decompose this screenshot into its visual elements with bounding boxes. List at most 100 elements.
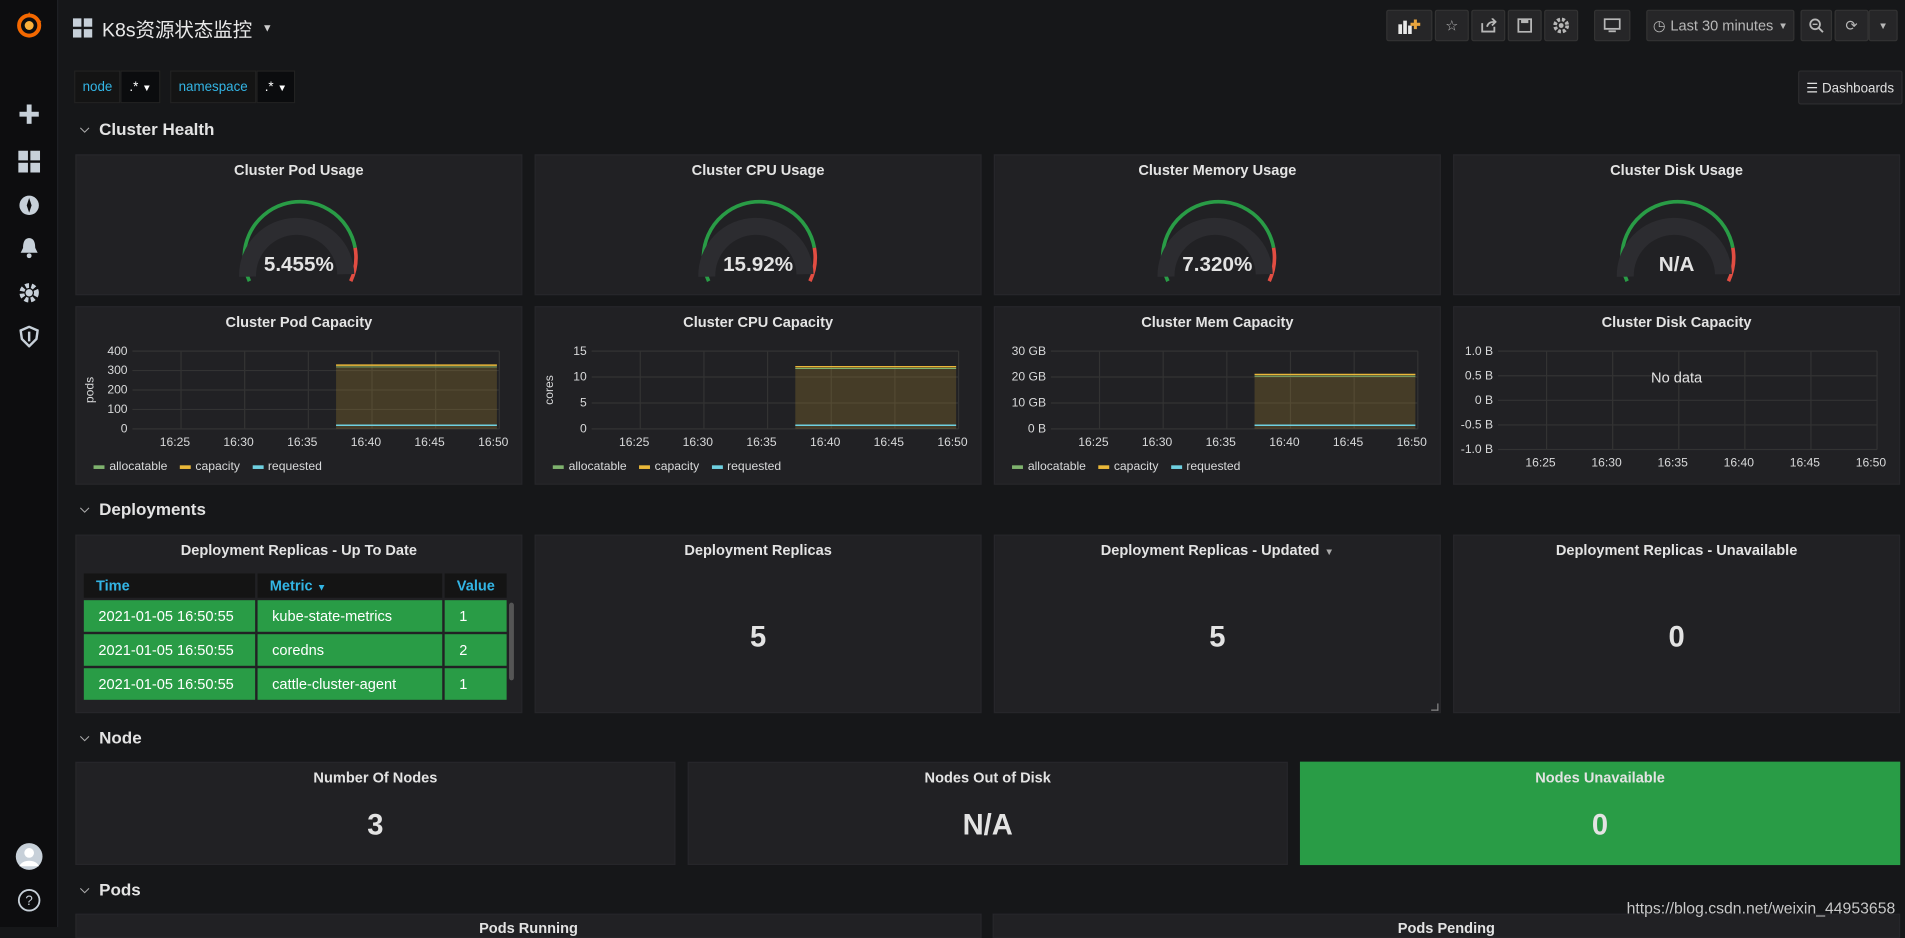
grafana-logo-icon[interactable] xyxy=(15,11,44,40)
variable-namespace[interactable]: namespace .* ▼ xyxy=(170,70,296,104)
chevron-down-icon: ⌵ xyxy=(80,882,90,897)
row-cluster-health[interactable]: ⌵ Cluster Health xyxy=(80,119,214,138)
star-button[interactable]: ☆ xyxy=(1434,9,1469,42)
dashboard-title[interactable]: K8s资源状态监控 ▼ xyxy=(72,13,273,42)
legend-item[interactable]: requested xyxy=(1170,460,1240,474)
panel-gauge-1: Cluster CPU Usage 15.92% xyxy=(534,154,982,296)
legend-item[interactable]: requested xyxy=(711,460,781,474)
x-tick-label: 16:50 xyxy=(1856,456,1887,470)
settings-button[interactable] xyxy=(1544,9,1579,42)
panel-resize-handle[interactable] xyxy=(1431,703,1439,711)
settings-gear-icon xyxy=(1553,17,1570,34)
y-tick-label: 0.5 B xyxy=(1465,368,1493,382)
legend-item[interactable]: allocatable xyxy=(552,460,627,474)
legend-item[interactable]: allocatable xyxy=(1012,460,1086,474)
dashboards-link-button[interactable]: ☰ Dashboards xyxy=(1797,70,1903,105)
column-header-metric[interactable]: Metric ▼ xyxy=(257,573,443,598)
legend-label: allocatable xyxy=(109,460,168,474)
x-tick-label: 16:30 xyxy=(223,435,254,449)
panel-title: Cluster Disk Usage xyxy=(1610,161,1744,179)
panel-title: Cluster Disk Capacity xyxy=(1601,313,1752,331)
column-header-value[interactable]: Value xyxy=(444,573,508,598)
refresh-interval-dropdown[interactable]: ▼ xyxy=(1868,9,1898,42)
panel-title: Deployment Replicas - Updated ▼ xyxy=(995,542,1440,559)
x-tick-label: 16:45 xyxy=(1790,456,1821,470)
save-button[interactable] xyxy=(1507,9,1542,42)
time-range-picker[interactable]: ◷ Last 30 minutes ▼ xyxy=(1646,9,1795,42)
variable-node[interactable]: node .* ▼ xyxy=(74,70,161,104)
clock-icon: ◷ xyxy=(1652,17,1666,35)
svg-text:?: ? xyxy=(25,893,32,908)
gauge-dial xyxy=(1616,199,1736,282)
legend-label: allocatable xyxy=(568,460,627,474)
add-panel-button[interactable] xyxy=(1386,9,1433,42)
column-header-time[interactable]: Time xyxy=(83,573,256,598)
table-row: 2021-01-05 16:50:55 kube-state-metrics 1 xyxy=(83,600,508,632)
legend-label: requested xyxy=(267,460,322,474)
legend-swatch xyxy=(252,465,264,469)
watermark: https://blog.csdn.net/weixin_44953658 xyxy=(1626,899,1896,918)
y-tick-label: 0 xyxy=(121,422,128,436)
legend-swatch xyxy=(711,465,723,469)
alerting-bell-icon[interactable] xyxy=(15,233,44,262)
stat-value: 0 xyxy=(1668,620,1685,654)
refresh-button[interactable]: ⟳ xyxy=(1834,9,1869,42)
caret-down-icon: ▼ xyxy=(142,82,152,94)
legend-item[interactable]: allocatable xyxy=(93,460,168,474)
chevron-down-icon: ⌵ xyxy=(80,502,90,516)
legend-item[interactable]: capacity xyxy=(179,460,240,474)
row-pods[interactable]: ⌵ Pods xyxy=(80,880,141,899)
y-tick-label: 100 xyxy=(107,402,127,416)
configuration-gear-icon[interactable] xyxy=(15,278,44,307)
add-panel-icon xyxy=(1398,19,1421,35)
panel-deployment-stat-1: Deployment Replicas - Updated ▼ 5 xyxy=(993,534,1441,714)
table-row: 2021-01-05 16:50:55 cattle-cluster-agent 1 xyxy=(83,668,508,700)
panel-node-stat-0: Number Of Nodes 3 xyxy=(75,761,676,866)
explore-icon[interactable] xyxy=(15,191,44,220)
panel-gauge-0: Cluster Pod Usage 5.455% xyxy=(75,154,523,296)
caret-down-icon[interactable]: ▼ xyxy=(1324,546,1334,558)
legend-item[interactable]: requested xyxy=(252,460,322,474)
share-button[interactable] xyxy=(1471,9,1506,42)
panel-gauge-3: Cluster Disk Usage N/A xyxy=(1453,154,1901,296)
table-cell: coredns xyxy=(257,634,443,666)
x-tick-label: 16:30 xyxy=(683,435,714,449)
panel-title: Deployment Replicas xyxy=(536,542,981,559)
dashboards-link-label: Dashboards xyxy=(1821,81,1895,96)
panel-title: Number Of Nodes xyxy=(313,769,438,787)
dashboard-grid-icon xyxy=(72,18,93,38)
row-deployments[interactable]: ⌵ Deployments xyxy=(80,499,206,518)
panel-title: Pods Pending xyxy=(1397,919,1495,937)
legend-item[interactable]: capacity xyxy=(638,460,699,474)
table-cell: 1 xyxy=(444,668,508,700)
panel-title-text: Deployment Replicas xyxy=(684,541,832,559)
server-admin-shield-icon[interactable] xyxy=(15,322,44,351)
panel-title: Pods Running xyxy=(479,919,578,937)
gauge-threshold-red xyxy=(349,247,358,282)
add-icon[interactable] xyxy=(15,100,44,129)
y-tick-label: 0 B xyxy=(1475,393,1493,407)
table-cell: 2021-01-05 16:50:55 xyxy=(83,668,256,700)
row-deployments-title: Deployments xyxy=(99,499,206,519)
zoom-out-button[interactable] xyxy=(1800,9,1833,42)
tv-mode-button[interactable] xyxy=(1593,9,1631,42)
x-tick-label: 16:25 xyxy=(1078,435,1109,449)
gauge-value: 15.92% xyxy=(723,252,794,276)
row-cluster-health-title: Cluster Health xyxy=(99,119,215,139)
legend-item[interactable]: capacity xyxy=(1098,460,1158,474)
dashboards-icon[interactable] xyxy=(15,147,44,176)
panel-node-stat-1: Nodes Out of Disk N/A xyxy=(687,761,1288,866)
capacity-area xyxy=(1254,374,1416,429)
legend-swatch xyxy=(1170,465,1182,469)
chart-canvas: 400 300 200 100 0 16:25 16:30 16:35 16:40 16:45 16… xyxy=(83,344,509,449)
help-icon[interactable]: ? xyxy=(15,886,44,915)
variable-node-value[interactable]: .* ▼ xyxy=(120,70,161,104)
row-node[interactable]: ⌵ Node xyxy=(80,728,141,747)
y-tick-label: 5 xyxy=(580,396,587,410)
caret-down-icon: ▼ xyxy=(1778,20,1788,31)
user-avatar-icon[interactable] xyxy=(15,842,44,871)
table-scrollbar[interactable] xyxy=(509,602,514,681)
gauge-track xyxy=(239,217,355,277)
table-cell: 1 xyxy=(444,600,508,632)
variable-namespace-value[interactable]: .* ▼ xyxy=(256,70,296,104)
